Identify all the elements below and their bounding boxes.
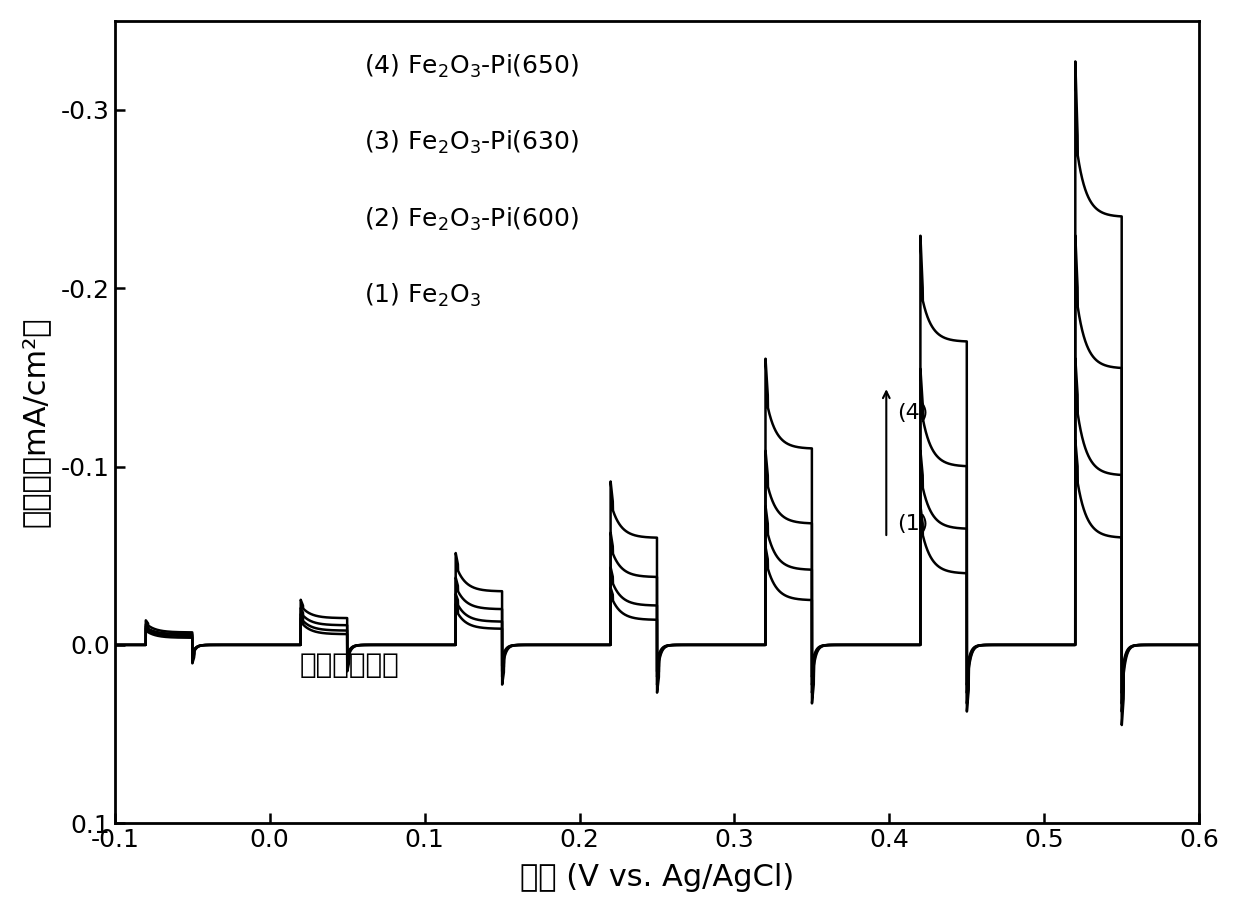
- Text: (2) Fe$_2$O$_3$-Pi(600): (2) Fe$_2$O$_3$-Pi(600): [365, 205, 579, 233]
- Y-axis label: 光电流（mA/cm²）: 光电流（mA/cm²）: [21, 317, 50, 528]
- Text: (4) Fe$_2$O$_3$-Pi(650): (4) Fe$_2$O$_3$-Pi(650): [365, 53, 579, 80]
- Text: (1) Fe$_2$O$_3$: (1) Fe$_2$O$_3$: [365, 281, 481, 309]
- Text: (1): (1): [897, 514, 929, 533]
- Text: (3) Fe$_2$O$_3$-Pi(630): (3) Fe$_2$O$_3$-Pi(630): [365, 129, 579, 156]
- X-axis label: 电压 (V vs. Ag/AgCl): 电压 (V vs. Ag/AgCl): [520, 863, 794, 892]
- Text: 可见光照射下: 可见光照射下: [299, 651, 399, 678]
- Text: (4): (4): [897, 404, 929, 423]
